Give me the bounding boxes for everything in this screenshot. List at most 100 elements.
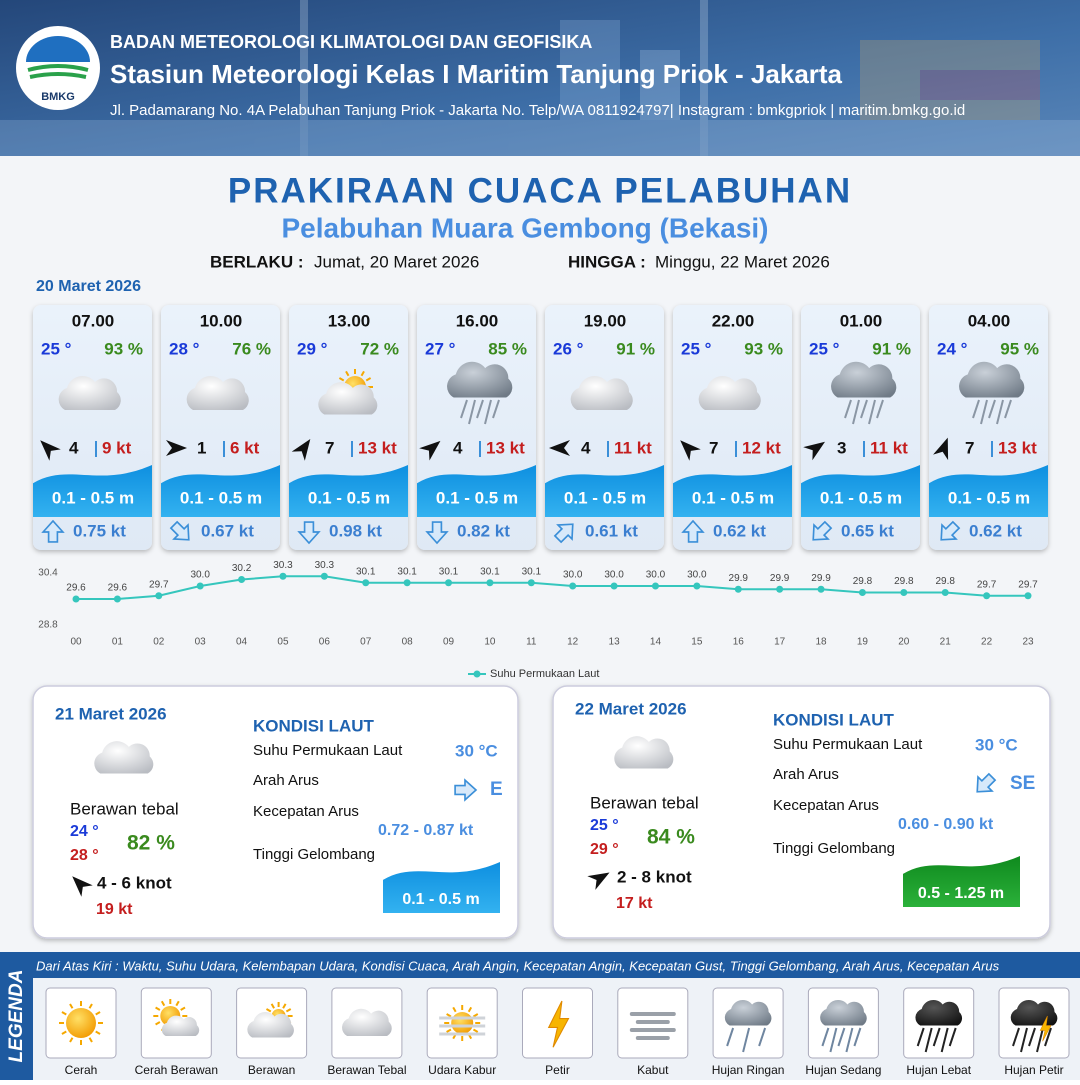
x-tick-label: 16 [733,637,745,648]
card-wind: 3 [837,438,846,457]
value-label: 30.1 [439,566,459,577]
rain-drop [460,399,468,419]
rain-drop [924,1027,933,1053]
value-label: 29.7 [149,579,169,590]
point [196,582,204,590]
x-tick-label: 06 [319,637,331,648]
rain-icon [1012,1027,1052,1053]
sun-ray [265,1008,272,1013]
point [941,589,949,596]
cloud-icon [698,375,761,410]
legend-item: Hujan Petir [998,987,1070,1077]
wave-shape [929,465,1048,517]
value-label: 29.6 [108,583,128,594]
cloud-shape [724,999,772,1026]
cloud-shape [831,361,897,398]
wind-arrow [680,440,701,461]
cloud-icon [915,999,963,1026]
point [527,579,535,587]
rain-drop [837,1027,846,1047]
card-temp: 25 ° [809,339,840,358]
dir-value: E [490,779,503,800]
card-gust: 12 kt [742,438,781,457]
sun-ray [88,1037,93,1043]
wave-shape [801,465,920,517]
card-gust: 13 kt [998,438,1037,457]
speed-value: 0.60 - 0.90 kt [898,816,994,833]
card-current: 0.65 kt [841,521,894,540]
value-label: 29.9 [770,573,790,584]
cloud-icon [831,361,897,398]
sun-ray [282,1003,287,1009]
rain-drop [1028,1027,1036,1047]
wave-shape [383,862,500,913]
to-date: Minggu, 22 Maret 2026 [655,252,830,271]
cloud-icon [58,375,121,410]
legend-item: Hujan Lebat [903,987,975,1077]
current-arrow [976,772,997,793]
card-time: 13.00 [328,311,371,330]
cloud-icon [820,999,867,1026]
card-time: 07.00 [72,311,115,330]
rain-drop [468,399,476,425]
legend-item: Berawan [236,987,308,1077]
card-gust: 13 kt [486,438,525,457]
rain-icon [821,1027,862,1053]
card-time: 16.00 [456,311,499,330]
legend-item: Petir [522,987,593,1077]
legend-item-label: Cerah [65,1063,98,1077]
x-tick-label: 14 [650,637,662,648]
card-wave: 0.1 - 0.5 m [52,488,134,507]
x-tick-label: 19 [857,637,869,648]
x-tick-label: 01 [112,637,124,648]
wave-shape [33,465,152,517]
point [1024,592,1032,600]
value-label: 30.3 [315,560,335,571]
value-label: 30.0 [563,570,583,581]
point [983,592,991,600]
day1-date: 20 Maret 2026 [36,278,141,295]
sun-ray [360,370,365,377]
cloud-icon [570,375,633,410]
x-tick-label: 11 [526,637,537,648]
rain-drop [742,1027,751,1053]
sun-ray [61,1030,67,1035]
x-tick-label: 05 [277,637,289,648]
rain-drop [852,399,860,425]
sun-ray [365,377,372,382]
value-label: 29.6 [66,583,86,594]
lightning-icon [1039,1015,1052,1042]
sun-ray [88,1003,93,1009]
x-tick-label: 13 [609,637,621,648]
panel-wave: 0.5 - 1.25 m [918,885,1004,902]
card-wave: 0.1 - 0.5 m [308,488,390,507]
card-wave: 0.1 - 0.5 m [180,488,262,507]
dir-label: Arah Arus [253,772,319,789]
wind-arrow [933,437,949,461]
x-tick-label: 03 [195,637,207,648]
wave-label: Tinggi Gelombang [253,846,375,863]
card-current: 0.62 kt [713,521,766,540]
point [362,579,370,587]
wave-shape [545,465,664,517]
card-wind: 7 [709,438,718,457]
sun-ray [467,1006,473,1013]
current-arrow [681,519,705,543]
org-name: BADAN METEOROLOGI KLIMATOLOGI DAN GEOFIS… [110,32,592,52]
panel-wind: 2 - 8 knot [617,867,692,886]
legend-item-label: Berawan Tebal [327,1063,406,1077]
card-current: 0.61 kt [585,521,638,540]
sun-ray [155,1021,161,1026]
y-tick-label: 28.8 [38,620,58,631]
rain-drop [916,1027,925,1047]
sun-ray [452,1006,457,1013]
rain-drop [940,1027,949,1053]
cloud-shape [915,999,963,1026]
value-label: 29.9 [811,573,831,584]
x-tick-label: 22 [981,637,993,648]
legend-description: Dari Atas Kiri : Waktu, Suhu Udara, Kele… [36,958,1000,973]
